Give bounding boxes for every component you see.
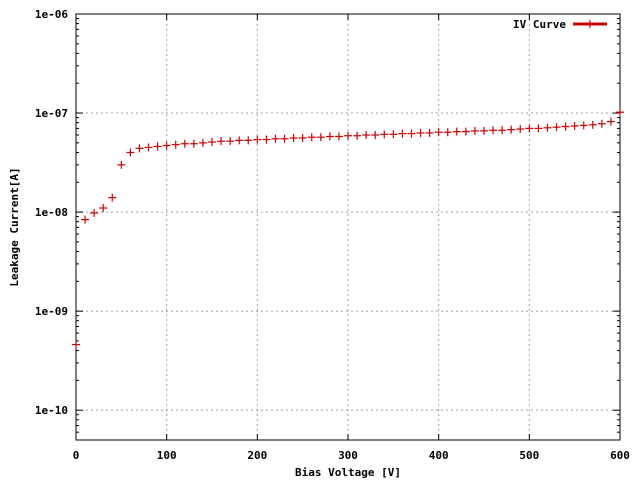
x-tick-label: 100 — [157, 449, 177, 462]
data-point — [72, 340, 80, 349]
x-tick-label: 600 — [610, 449, 630, 462]
data-point — [570, 121, 579, 130]
data-points — [72, 108, 624, 349]
data-point — [180, 139, 189, 148]
data-point — [162, 141, 171, 150]
data-point — [325, 132, 334, 141]
x-tick-label: 400 — [429, 449, 449, 462]
data-point — [543, 123, 552, 132]
data-point — [189, 139, 198, 148]
data-point — [371, 131, 380, 140]
data-point — [498, 126, 507, 135]
data-point — [579, 121, 588, 130]
data-point — [416, 128, 425, 137]
data-point — [153, 142, 162, 151]
data-point — [380, 130, 389, 139]
data-point — [507, 125, 516, 134]
data-point — [126, 148, 135, 157]
x-tick-label: 300 — [338, 449, 358, 462]
data-point — [461, 127, 470, 136]
data-point — [434, 128, 443, 137]
data-point — [606, 117, 615, 126]
data-point — [108, 193, 117, 202]
data-point — [516, 125, 525, 134]
data-point — [353, 131, 362, 140]
data-point — [262, 135, 271, 144]
data-point — [407, 129, 416, 138]
data-point — [334, 132, 343, 141]
tick-layer: 0 100 200 300 400 500 600 1e-10 1e-09 1e-08 1e-07 1… — [35, 8, 630, 462]
data-point — [344, 131, 352, 140]
data-point — [99, 203, 108, 212]
legend-label: IV Curve — [513, 18, 566, 31]
data-point — [235, 136, 244, 145]
data-point — [398, 129, 407, 138]
data-point — [198, 138, 207, 147]
data-point — [117, 160, 126, 169]
data-point — [298, 133, 307, 142]
y-tick-label: 1e-08 — [35, 206, 68, 219]
data-point — [389, 130, 398, 139]
y-axis-label: Leakage Current[A] — [8, 167, 21, 286]
grid-layer — [76, 14, 620, 440]
data-point — [552, 123, 561, 132]
data-point — [208, 138, 216, 147]
plot-frame — [75, 13, 621, 441]
data-point — [480, 126, 488, 135]
data-point — [271, 134, 280, 143]
legend-marker — [586, 20, 594, 28]
data-point — [90, 208, 99, 217]
data-point — [244, 136, 253, 145]
data-point — [597, 119, 606, 128]
data-point — [280, 134, 289, 143]
data-point — [588, 120, 597, 129]
data-point — [316, 133, 325, 142]
y-tick-label: 1e-06 — [35, 8, 68, 21]
data-point — [81, 215, 90, 224]
y-tick-label: 1e-07 — [35, 107, 68, 120]
data-point — [425, 128, 434, 137]
data-point — [534, 124, 543, 133]
data-point — [525, 124, 534, 133]
data-point — [217, 137, 226, 146]
x-tick-label: 200 — [247, 449, 267, 462]
data-point — [489, 126, 498, 135]
x-tick-label: 500 — [519, 449, 539, 462]
data-point — [135, 144, 144, 153]
data-point — [144, 143, 153, 152]
data-point — [616, 108, 624, 117]
x-tick-label: 0 — [73, 449, 80, 462]
data-point — [289, 133, 298, 142]
data-point — [226, 137, 235, 146]
y-tick-label: 1e-09 — [35, 305, 68, 318]
data-point — [171, 140, 180, 149]
data-point — [253, 135, 262, 144]
data-point — [561, 122, 570, 131]
data-point — [362, 131, 371, 140]
data-point — [470, 126, 479, 135]
y-tick-label: 1e-10 — [35, 404, 68, 417]
x-axis-label: Bias Voltage [V] — [295, 466, 401, 479]
data-point — [307, 133, 316, 142]
legend: IV Curve — [513, 18, 607, 31]
data-point — [443, 128, 452, 137]
data-point — [452, 127, 461, 136]
